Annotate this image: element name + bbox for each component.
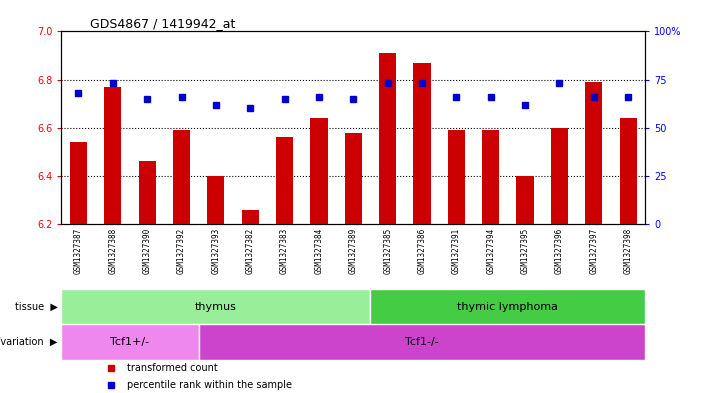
Bar <box>482 130 499 224</box>
Text: tissue  ▶: tissue ▶ <box>15 301 58 312</box>
Bar <box>310 118 327 224</box>
Text: Tcf1+/-: Tcf1+/- <box>110 337 149 347</box>
Text: GSM1327382: GSM1327382 <box>246 227 255 274</box>
Text: GSM1327389: GSM1327389 <box>349 227 358 274</box>
Text: GSM1327384: GSM1327384 <box>314 227 324 274</box>
Text: thymus: thymus <box>195 301 236 312</box>
Text: thymic lymphoma: thymic lymphoma <box>457 301 558 312</box>
Text: GSM1327386: GSM1327386 <box>417 227 427 274</box>
Text: GSM1327396: GSM1327396 <box>555 227 564 274</box>
Bar <box>242 209 259 224</box>
Bar <box>516 176 534 224</box>
Bar <box>173 130 190 224</box>
Bar <box>105 87 121 224</box>
Text: GSM1327383: GSM1327383 <box>280 227 289 274</box>
Text: GSM1327385: GSM1327385 <box>383 227 392 274</box>
Text: GSM1327387: GSM1327387 <box>74 227 83 274</box>
Bar <box>138 162 156 224</box>
Text: GSM1327390: GSM1327390 <box>143 227 151 274</box>
Bar <box>619 118 637 224</box>
Bar <box>199 324 645 360</box>
Bar <box>413 63 430 224</box>
Text: percentile rank within the sample: percentile rank within the sample <box>128 380 292 389</box>
Text: genotype/variation  ▶: genotype/variation ▶ <box>0 337 58 347</box>
Text: GSM1327398: GSM1327398 <box>624 227 632 274</box>
Bar <box>70 142 87 224</box>
Text: GSM1327388: GSM1327388 <box>108 227 118 274</box>
Text: Tcf1-/-: Tcf1-/- <box>405 337 439 347</box>
Bar <box>208 176 224 224</box>
Bar <box>379 53 397 224</box>
Bar <box>61 289 371 324</box>
Text: GSM1327397: GSM1327397 <box>589 227 598 274</box>
Text: GSM1327392: GSM1327392 <box>177 227 186 274</box>
Bar <box>551 128 568 224</box>
Bar <box>585 82 602 224</box>
Text: GSM1327395: GSM1327395 <box>521 227 529 274</box>
Text: GSM1327393: GSM1327393 <box>211 227 221 274</box>
Bar <box>276 138 293 224</box>
Bar <box>345 132 362 224</box>
Bar <box>371 289 645 324</box>
Text: GSM1327394: GSM1327394 <box>486 227 495 274</box>
Text: GDS4867 / 1419942_at: GDS4867 / 1419942_at <box>91 17 236 30</box>
Bar <box>448 130 465 224</box>
Text: GSM1327391: GSM1327391 <box>452 227 461 274</box>
Text: transformed count: transformed count <box>128 363 218 373</box>
Bar <box>61 324 199 360</box>
